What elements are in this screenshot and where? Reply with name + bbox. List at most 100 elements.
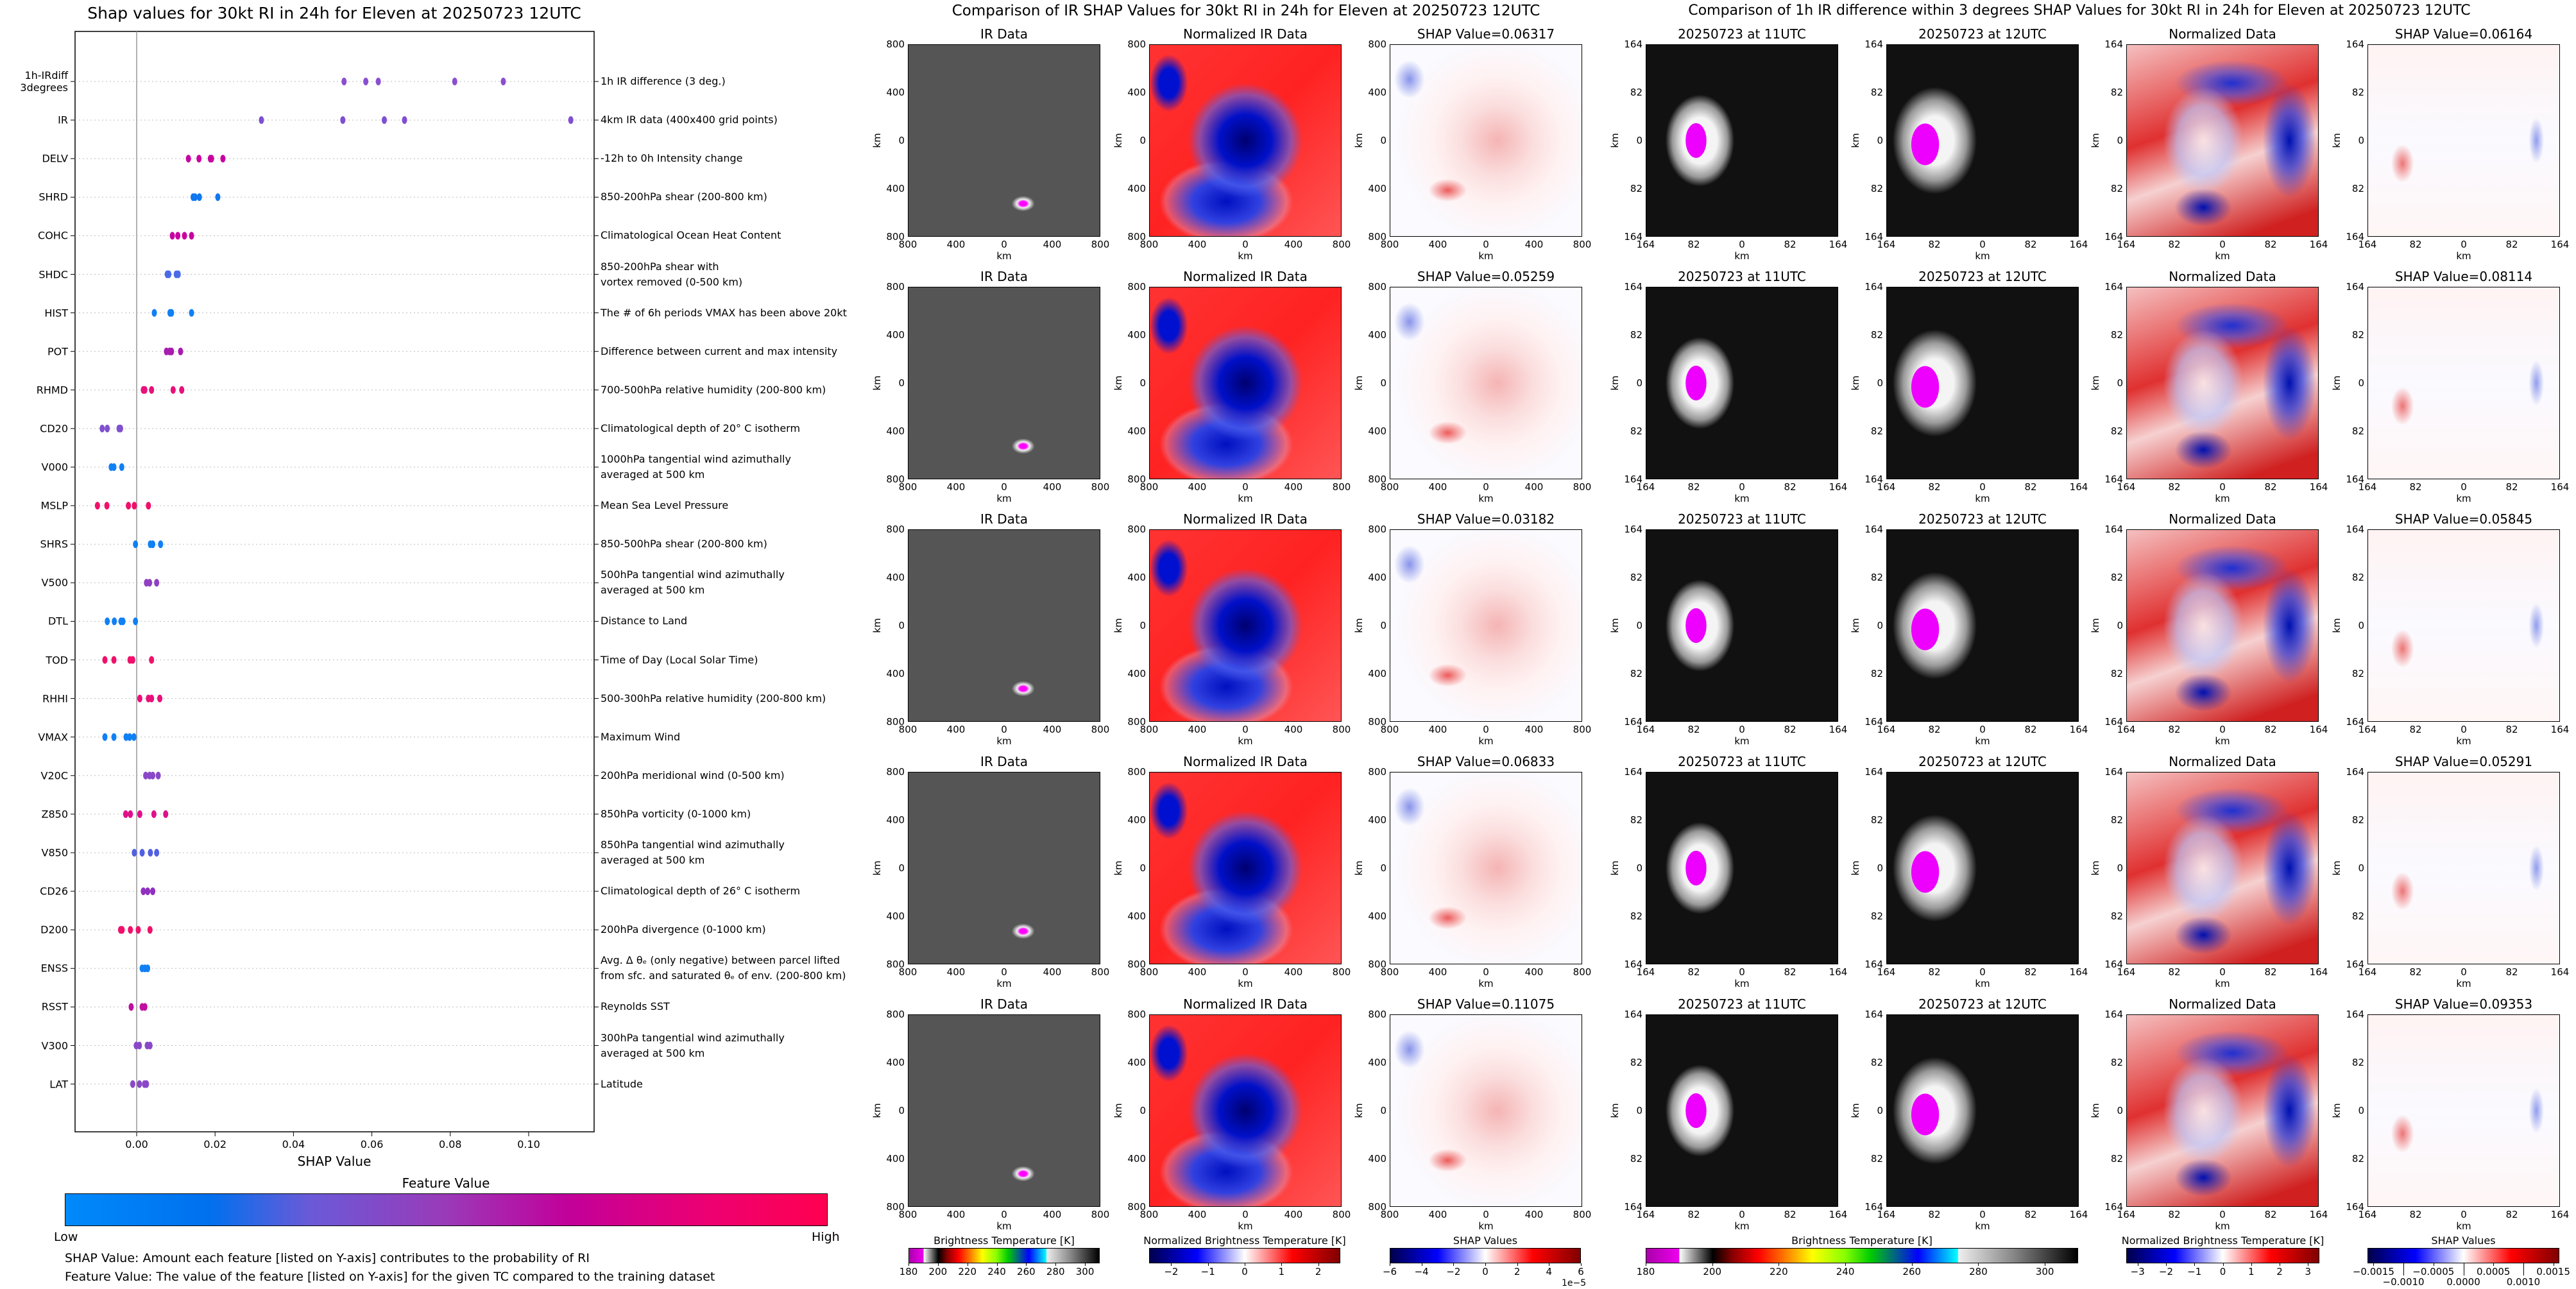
- x-tick-label: 0: [1001, 1209, 1007, 1220]
- y-tick-label: 164: [1864, 716, 1883, 728]
- colorbar-tick-label: 4: [1546, 1266, 1553, 1277]
- shap-point: [135, 926, 141, 934]
- shap-point: [157, 694, 163, 703]
- y-tick-label: 164: [2104, 766, 2123, 778]
- ir-data-image: [908, 287, 1100, 479]
- y-tick-label: 0: [2117, 620, 2123, 631]
- shap-point: [119, 926, 125, 934]
- colorbar-high-label: High: [812, 1230, 840, 1244]
- x-tick-label: 0: [1242, 239, 1249, 250]
- ir-data-image: [908, 44, 1100, 237]
- x-tick-label: 800: [1139, 239, 1159, 250]
- x-axis-label: km: [2215, 250, 2230, 262]
- y-tick-label: 82: [2110, 668, 2123, 679]
- colorbar: [1390, 1248, 1581, 1263]
- y-axis-label: km: [2331, 1103, 2342, 1118]
- feature-description-label: 500hPa tangential wind azimuthally avera…: [601, 568, 785, 597]
- shap-point: [149, 694, 155, 703]
- colorbar-tick-label: −3: [2130, 1266, 2145, 1277]
- x-axis-label: km: [1238, 493, 1253, 504]
- feature-code-label: SHDC: [38, 268, 68, 280]
- colorbar-tick-mark: [1845, 1263, 1847, 1266]
- shap-point: [381, 116, 387, 124]
- ir-11utc-image: [1646, 1014, 1838, 1207]
- x-tick-label: 82: [1784, 239, 1796, 250]
- y-tick-label: 800: [886, 959, 905, 970]
- x-tick-label: 164: [2550, 239, 2570, 250]
- x-tick-label: 0: [1483, 724, 1489, 735]
- shap-value-title: SHAP Value=0.09353: [2394, 996, 2533, 1012]
- shap-value-title: SHAP Value=0.03182: [1417, 511, 1555, 527]
- feature-description-label: Reynolds SST: [601, 1000, 670, 1013]
- y-tick-label: 400: [1127, 814, 1146, 826]
- irdiff-shap-image: [2367, 287, 2560, 479]
- colorbar-title: Brightness Temperature [K]: [934, 1234, 1075, 1247]
- y-tick-label: 164: [1624, 474, 1642, 485]
- y-tick-label: 82: [2351, 87, 2364, 98]
- x-tick-label: 164: [2117, 481, 2136, 493]
- shap-point: [142, 1003, 148, 1011]
- y-tick-label: 164: [1864, 766, 1883, 778]
- ir-11utc-image: [1646, 44, 1838, 237]
- panel-title: Normalized Data: [2169, 26, 2276, 42]
- x-tick-label: 0: [1739, 724, 1745, 735]
- colorbar: [1646, 1248, 2078, 1263]
- shap-point: [166, 270, 172, 278]
- x-axis-label: km: [1478, 493, 1494, 504]
- x-tick-label: 0: [1979, 1209, 1986, 1220]
- x-tick-label: 0: [2461, 481, 2467, 493]
- x-tick-label: 800: [1573, 1209, 1592, 1220]
- feature-code-label: CD20: [40, 422, 68, 435]
- y-tick-label: 400: [1368, 87, 1386, 98]
- x-tick-label: 82: [1928, 724, 1941, 735]
- colorbar-tick-label: −1: [2187, 1266, 2202, 1277]
- y-tick-label: 82: [1630, 1057, 1642, 1068]
- y-tick-label: 800: [1127, 766, 1146, 778]
- y-tick-label: 0: [1380, 1105, 1386, 1116]
- x-tick-label: 0: [1001, 481, 1007, 493]
- panel-title: IR Data: [980, 269, 1028, 284]
- y-tick-label: 82: [1630, 183, 1642, 194]
- x-tick-label: 82: [2264, 481, 2277, 493]
- colorbar-tick-label: 2: [1315, 1266, 1322, 1277]
- x-axis-label: km: [1238, 250, 1253, 262]
- x-tick-label: 800: [1091, 724, 1110, 735]
- panel-title: IR Data: [980, 26, 1028, 42]
- x-tick-label: 800: [898, 1209, 917, 1220]
- x-tick-label: 164: [1877, 481, 1896, 493]
- colorbar-tick-label: 260: [1902, 1266, 1922, 1277]
- x-tick-label: 164: [2358, 966, 2377, 978]
- colorbar-tick-mark: [1026, 1263, 1027, 1266]
- y-tick-label: 0: [1139, 1105, 1146, 1116]
- y-axis-label: km: [1850, 133, 1861, 148]
- y-tick-label: 164: [1864, 524, 1883, 535]
- shap-point: [119, 463, 124, 471]
- shap-value-title: SHAP Value=0.11075: [1417, 996, 1555, 1012]
- y-axis-label: km: [2331, 618, 2342, 633]
- x-tick-label: 0: [2461, 724, 2467, 735]
- normalized-ir-image: [1149, 772, 1342, 964]
- feature-code-label: TOD: [46, 654, 68, 666]
- y-tick-label: 82: [2351, 910, 2364, 922]
- y-tick-label: 800: [1368, 716, 1386, 728]
- x-tick-label: 800: [898, 724, 917, 735]
- shap-point: [145, 887, 151, 896]
- y-tick-label: 400: [1127, 572, 1146, 583]
- colorbar-tick-mark: [2493, 1263, 2495, 1266]
- panel-title: 20250723 at 12UTC: [1918, 996, 2047, 1012]
- shap-point: [192, 193, 198, 201]
- x-tick-label: 164: [1829, 481, 1848, 493]
- shap-point: [111, 463, 117, 471]
- shap-point: [568, 116, 574, 124]
- panel-title: IR Data: [980, 754, 1028, 769]
- colorbar-offset-label: 1e−5: [1562, 1278, 1587, 1288]
- y-tick-label: 800: [886, 38, 905, 50]
- x-tick-label: 82: [2505, 966, 2518, 978]
- panel-title: 20250723 at 12UTC: [1918, 26, 2047, 42]
- x-axis-label: km: [1238, 978, 1253, 989]
- x-tick-label: 164: [2309, 1209, 2328, 1220]
- x-tick-label: 82: [2409, 724, 2422, 735]
- x-tick-label: 82: [2168, 1209, 2181, 1220]
- shap-point: [104, 502, 110, 510]
- shap-point: [132, 502, 137, 510]
